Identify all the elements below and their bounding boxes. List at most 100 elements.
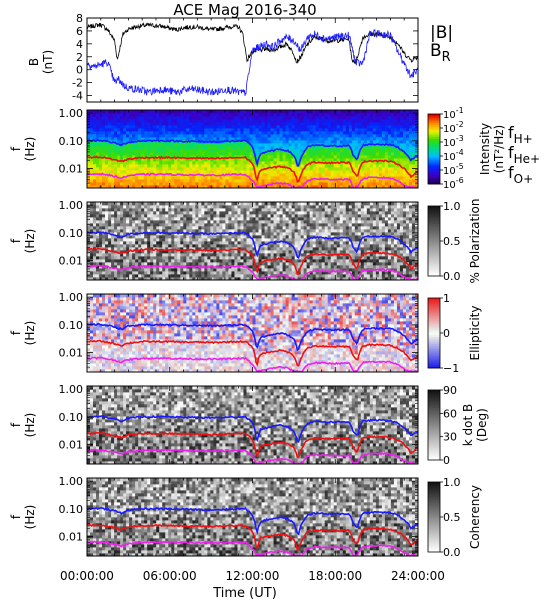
spectrogram-cell: [333, 149, 338, 153]
spectrogram-cell: [345, 155, 350, 159]
spectrogram-cell: [117, 262, 121, 266]
spectrogram-cell: [309, 182, 314, 186]
spectrogram-cell: [132, 205, 136, 209]
spectrogram-cell: [270, 271, 274, 275]
spectrogram-cell: [165, 229, 169, 233]
spectrogram-cell: [192, 208, 196, 212]
spectrogram-cell: [249, 134, 253, 138]
spectrogram-cell: [246, 226, 250, 230]
spectrogram-cell: [276, 155, 280, 159]
spectrogram-cell: [189, 268, 193, 272]
spectrogram-cell: [150, 229, 154, 233]
spectrogram-cell: [207, 271, 211, 275]
spectrogram-cell: [189, 116, 193, 120]
spectrogram-cell: [279, 235, 283, 239]
spectrogram-cell: [285, 208, 290, 212]
spectrogram-cell: [135, 119, 139, 123]
spectrogram-cell: [213, 259, 217, 263]
spectrogram-cell: [285, 262, 290, 266]
spectrogram-cell: [297, 134, 302, 138]
spectrogram-cell: [279, 185, 283, 189]
spectrogram-cell: [204, 235, 208, 239]
spectrogram-cell: [273, 211, 277, 215]
spectrogram-cell: [90, 256, 94, 260]
spectrogram-cell: [117, 149, 121, 153]
spectrogram-cell: [132, 149, 136, 153]
spectrogram-cell: [327, 176, 332, 180]
spectrogram-cell: [273, 256, 277, 260]
spectrogram-cell: [144, 158, 148, 162]
spectrogram-cell: [273, 247, 277, 251]
spectrogram-cell: [333, 128, 338, 132]
spectrogram-cell: [378, 125, 383, 129]
spectrogram-cell: [363, 155, 368, 159]
spectrogram-cell: [108, 146, 112, 150]
spectrogram-cell: [363, 137, 368, 141]
spectrogram-cell: [219, 250, 223, 254]
spectrogram-cell: [171, 217, 175, 221]
spectrogram-cell: [369, 137, 374, 141]
spectrogram-cell: [249, 110, 253, 114]
spectrogram-cell: [129, 164, 133, 168]
spectrogram-cell: [138, 170, 142, 174]
spectrogram-cell: [159, 143, 163, 147]
spectrogram-cell: [228, 134, 232, 138]
spectrogram-cell: [378, 164, 383, 168]
spectrogram-cell: [240, 119, 244, 123]
spectrogram-cell: [291, 238, 296, 242]
spectrogram-cell: [318, 176, 323, 180]
spectrogram-cell: [201, 167, 205, 171]
spectrogram-cell: [144, 241, 148, 245]
spectrogram-cell: [96, 259, 100, 263]
spectrogram-cell: [228, 205, 232, 209]
spectrogram-cell: [108, 143, 112, 147]
spectrogram-cell: [237, 110, 241, 114]
power-colorbar-tick-label-base: 10: [443, 166, 456, 177]
spectrogram-cell: [363, 161, 368, 165]
spectrogram-cell: [186, 116, 190, 120]
spectrogram-cell: [264, 122, 268, 126]
spectrogram-cell: [276, 262, 280, 266]
spectrogram-cell: [90, 179, 94, 183]
spectrogram-cell: [132, 113, 136, 117]
spectrogram-cell: [144, 220, 148, 224]
spectrogram-cell: [195, 274, 199, 278]
spectrogram-cell: [132, 143, 136, 147]
spectrogram-cell: [198, 211, 202, 215]
spectrogram-cell: [99, 182, 103, 186]
spectrogram-cell: [393, 164, 398, 168]
spectrogram-cell: [87, 232, 91, 236]
spectrogram-cell: [192, 161, 196, 165]
spectrogram-cell: [276, 271, 280, 275]
spectrogram-cell: [171, 155, 175, 159]
spectrogram-cell: [294, 262, 299, 266]
spectrogram-cell: [381, 149, 386, 153]
spectrogram-cell: [93, 256, 97, 260]
spectrogram-cell: [381, 155, 386, 159]
spectrogram-cell: [243, 250, 247, 254]
spectrogram-cell: [372, 125, 377, 129]
spectrogram-cell: [315, 158, 320, 162]
spectrogram-cell: [186, 250, 190, 254]
spectrogram-cell: [159, 244, 163, 248]
spectrogram-cell: [183, 274, 187, 278]
spectrogram-cell: [414, 152, 419, 156]
spectrogram-cell: [225, 241, 229, 245]
spectrogram-cell: [393, 140, 398, 144]
spectrogram-cell: [135, 116, 139, 120]
spectrogram-cell: [195, 271, 199, 275]
spectrogram-cell: [207, 253, 211, 257]
spectrogram-cell: [222, 223, 226, 227]
spectrogram-cell: [87, 119, 91, 123]
spectrogram-cell: [102, 259, 106, 263]
spectrogram-cell: [243, 229, 247, 233]
spectrogram-cell: [342, 158, 347, 162]
spectrogram-cell: [285, 256, 290, 260]
spectrogram-cell: [387, 182, 392, 186]
spectrogram-cell: [228, 113, 232, 117]
spectrogram-cell: [177, 185, 181, 189]
spectrogram-cell: [162, 223, 166, 227]
spectrogram-cell: [207, 277, 211, 281]
spectrogram-cell: [159, 137, 163, 141]
spectrogram-cell: [237, 119, 241, 123]
